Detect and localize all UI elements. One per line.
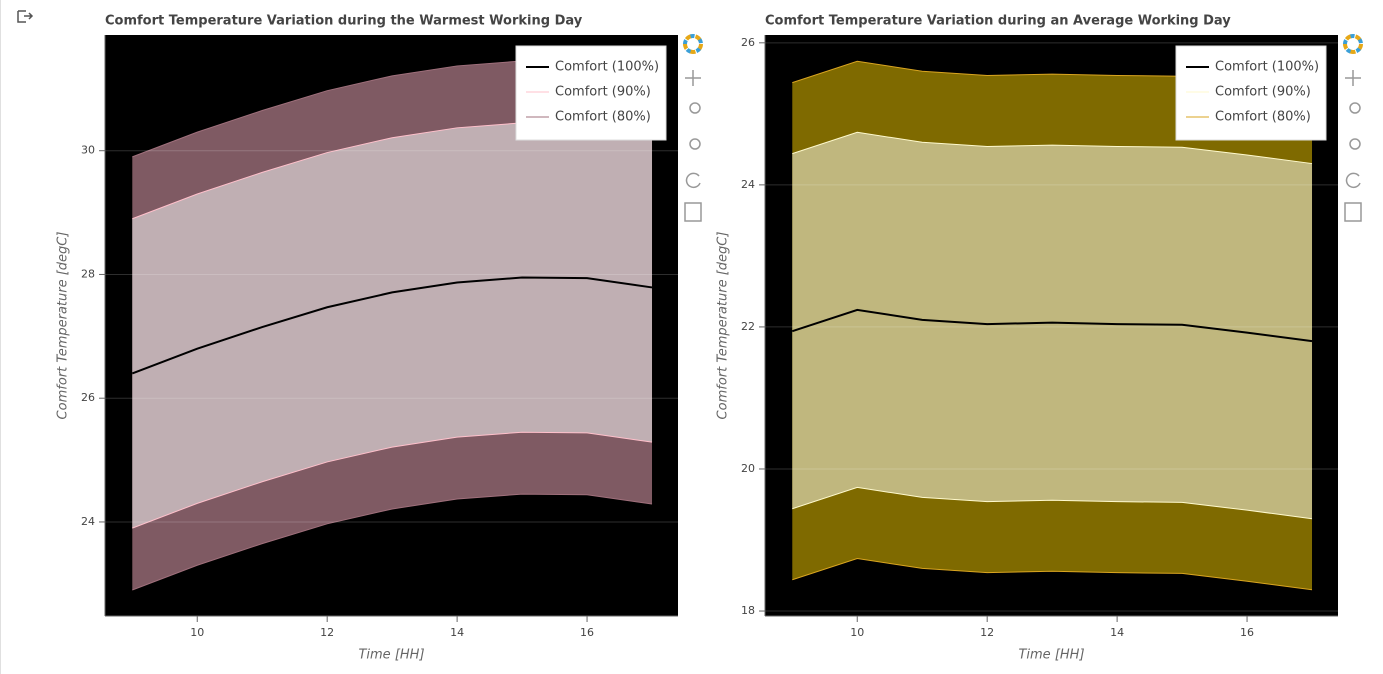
- legend-label: Comfort (90%): [555, 85, 651, 100]
- pan-tool[interactable]: [685, 70, 701, 86]
- y-tick-label: 22: [741, 320, 755, 333]
- y-tick-label: 26: [741, 36, 755, 49]
- x-axis-label: Time [HH]: [1018, 648, 1084, 663]
- y-axis-label: Comfort Temperature [degC]: [56, 232, 71, 420]
- band-edge: [792, 131, 1313, 165]
- wheel-zoom-tool[interactable]: [689, 138, 701, 150]
- reset-tool[interactable]: [1345, 172, 1361, 189]
- toolbar: [683, 34, 703, 222]
- bokeh-logo[interactable]: [1343, 34, 1363, 54]
- band-edge: [132, 431, 653, 529]
- y-tick-label: 26: [81, 391, 95, 404]
- toolbar: [1343, 34, 1363, 222]
- bokeh-logo-part: [683, 34, 703, 54]
- legend-label: Comfort (100%): [1215, 60, 1319, 75]
- x-axis-label: Time [HH]: [358, 648, 424, 663]
- x-tick-label: 16: [580, 626, 594, 639]
- legend-label: Comfort (100%): [555, 60, 659, 75]
- band-edge: [792, 557, 1313, 591]
- chart-title: Comfort Temperature Variation during the…: [105, 14, 583, 29]
- pan-tool[interactable]: [1345, 70, 1361, 86]
- save-tool[interactable]: [1344, 202, 1362, 222]
- comfort-line: [791, 308, 1313, 343]
- x-tick-label: 10: [850, 626, 864, 639]
- x-tick-label: 14: [450, 626, 464, 639]
- y-tick-label: 24: [81, 515, 95, 528]
- bokeh-logo-part: [1343, 34, 1363, 54]
- band-edge: [132, 493, 653, 591]
- legend-box: [1175, 45, 1327, 141]
- y-tick-label: 24: [741, 178, 755, 191]
- x-tick-label: 12: [980, 626, 994, 639]
- band-area: [792, 132, 1313, 519]
- chart: Comfort Temperature Variation during an …: [716, 14, 1338, 663]
- legend-label: Comfort (90%): [1215, 85, 1311, 100]
- y-axis-label: Comfort Temperature [degC]: [716, 232, 731, 420]
- y-tick-label: 18: [741, 604, 755, 617]
- legend-box: [515, 45, 667, 141]
- x-tick-label: 16: [1240, 626, 1254, 639]
- y-tick-label: 28: [81, 267, 95, 280]
- save-tool[interactable]: [684, 202, 702, 222]
- chart-title: Comfort Temperature Variation during an …: [765, 14, 1231, 29]
- x-tick-label: 10: [190, 626, 204, 639]
- band-edge: [792, 486, 1313, 520]
- band-area: [132, 122, 653, 529]
- chart: Comfort Temperature Variation during the…: [56, 14, 678, 663]
- output-icon: [17, 10, 34, 23]
- legend-label: Comfort (80%): [1215, 110, 1311, 125]
- bokeh-logo[interactable]: [683, 34, 703, 54]
- y-tick-label: 30: [81, 144, 95, 157]
- zoom-tool[interactable]: [689, 102, 701, 114]
- x-tick-label: 14: [1110, 626, 1124, 639]
- y-tick-label: 20: [741, 462, 755, 475]
- comfort-line: [131, 276, 653, 375]
- legend-label: Comfort (80%): [555, 110, 651, 125]
- reset-tool[interactable]: [685, 172, 701, 189]
- wheel-zoom-tool[interactable]: [1349, 138, 1361, 150]
- x-tick-label: 12: [320, 626, 334, 639]
- zoom-tool[interactable]: [1349, 102, 1361, 114]
